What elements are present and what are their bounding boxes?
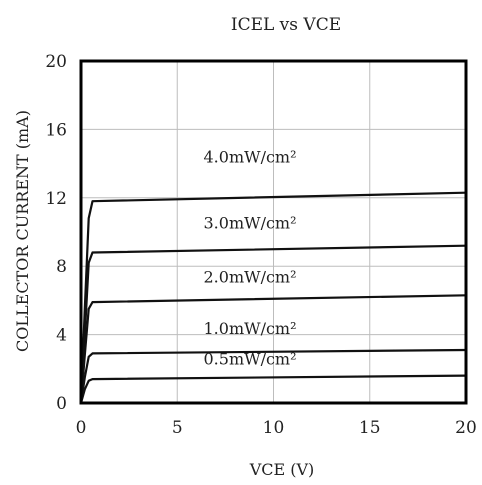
series-line-4: [79, 374, 467, 404]
y-tick-label: 20: [45, 52, 67, 72]
curve-label-0: 4.0mW/cm²: [204, 148, 297, 167]
x-tick-label: 5: [172, 418, 183, 438]
curve-labels: 4.0mW/cm² 3.0mW/cm² 2.0mW/cm² 1.0mW/cm² 0.5m…: [204, 148, 297, 369]
x-tick-label: 0: [76, 418, 87, 438]
curve-label-4: 0.5mW/cm²: [204, 350, 297, 369]
y-tick-label: 16: [45, 120, 67, 140]
series-lines: [79, 191, 467, 404]
x-tick-label: 20: [455, 418, 477, 438]
curve-label-1: 3.0mW/cm²: [204, 214, 297, 233]
y-tick-label: 4: [56, 326, 67, 346]
series-line-2: [79, 294, 467, 404]
plot-frame: [79, 59, 468, 405]
y-tick-label: 8: [56, 257, 67, 277]
tick-labels: 0 5 10 15 20 0 4 8 12 16 20: [45, 52, 476, 438]
y-tick-label: 12: [45, 189, 67, 209]
x-axis-label: VCE (V): [249, 460, 315, 479]
series-line-3: [79, 348, 467, 404]
y-tick-label: 0: [56, 394, 67, 414]
x-tick-label: 10: [263, 418, 285, 438]
chart-title: ICEL vs VCE: [231, 15, 341, 35]
curve-label-3: 1.0mW/cm²: [204, 319, 297, 338]
x-tick-label: 15: [359, 418, 381, 438]
y-axis-label: COLLECTOR CURRENT (mA): [13, 110, 32, 352]
curve-label-2: 2.0mW/cm²: [204, 267, 297, 286]
